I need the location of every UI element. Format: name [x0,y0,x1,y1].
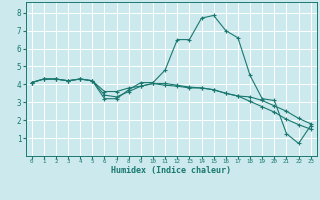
X-axis label: Humidex (Indice chaleur): Humidex (Indice chaleur) [111,166,231,175]
